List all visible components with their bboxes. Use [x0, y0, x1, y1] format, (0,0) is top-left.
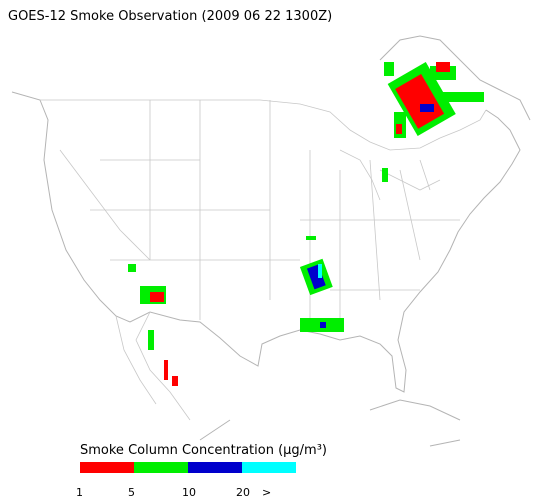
legend: 1 5 10 20 >	[76, 462, 296, 499]
legend-swatch	[80, 462, 134, 473]
legend-swatch	[188, 462, 242, 473]
legend-swatch	[134, 462, 188, 473]
legend-tick-label: 1	[76, 486, 83, 499]
legend-tick-label: 20	[236, 486, 250, 499]
smoke-plumes	[128, 62, 484, 386]
legend-title: Smoke Column Concentration (μg/m³)	[80, 443, 327, 458]
legend-overflow-label: >	[262, 486, 271, 499]
title: GOES-12 Smoke Observation (2009 06 22 13…	[8, 9, 332, 24]
legend-tick-label: 10	[182, 486, 196, 499]
basemap	[11, 35, 531, 447]
legend-tick-label: 5	[128, 486, 135, 499]
legend-swatch	[242, 462, 296, 473]
